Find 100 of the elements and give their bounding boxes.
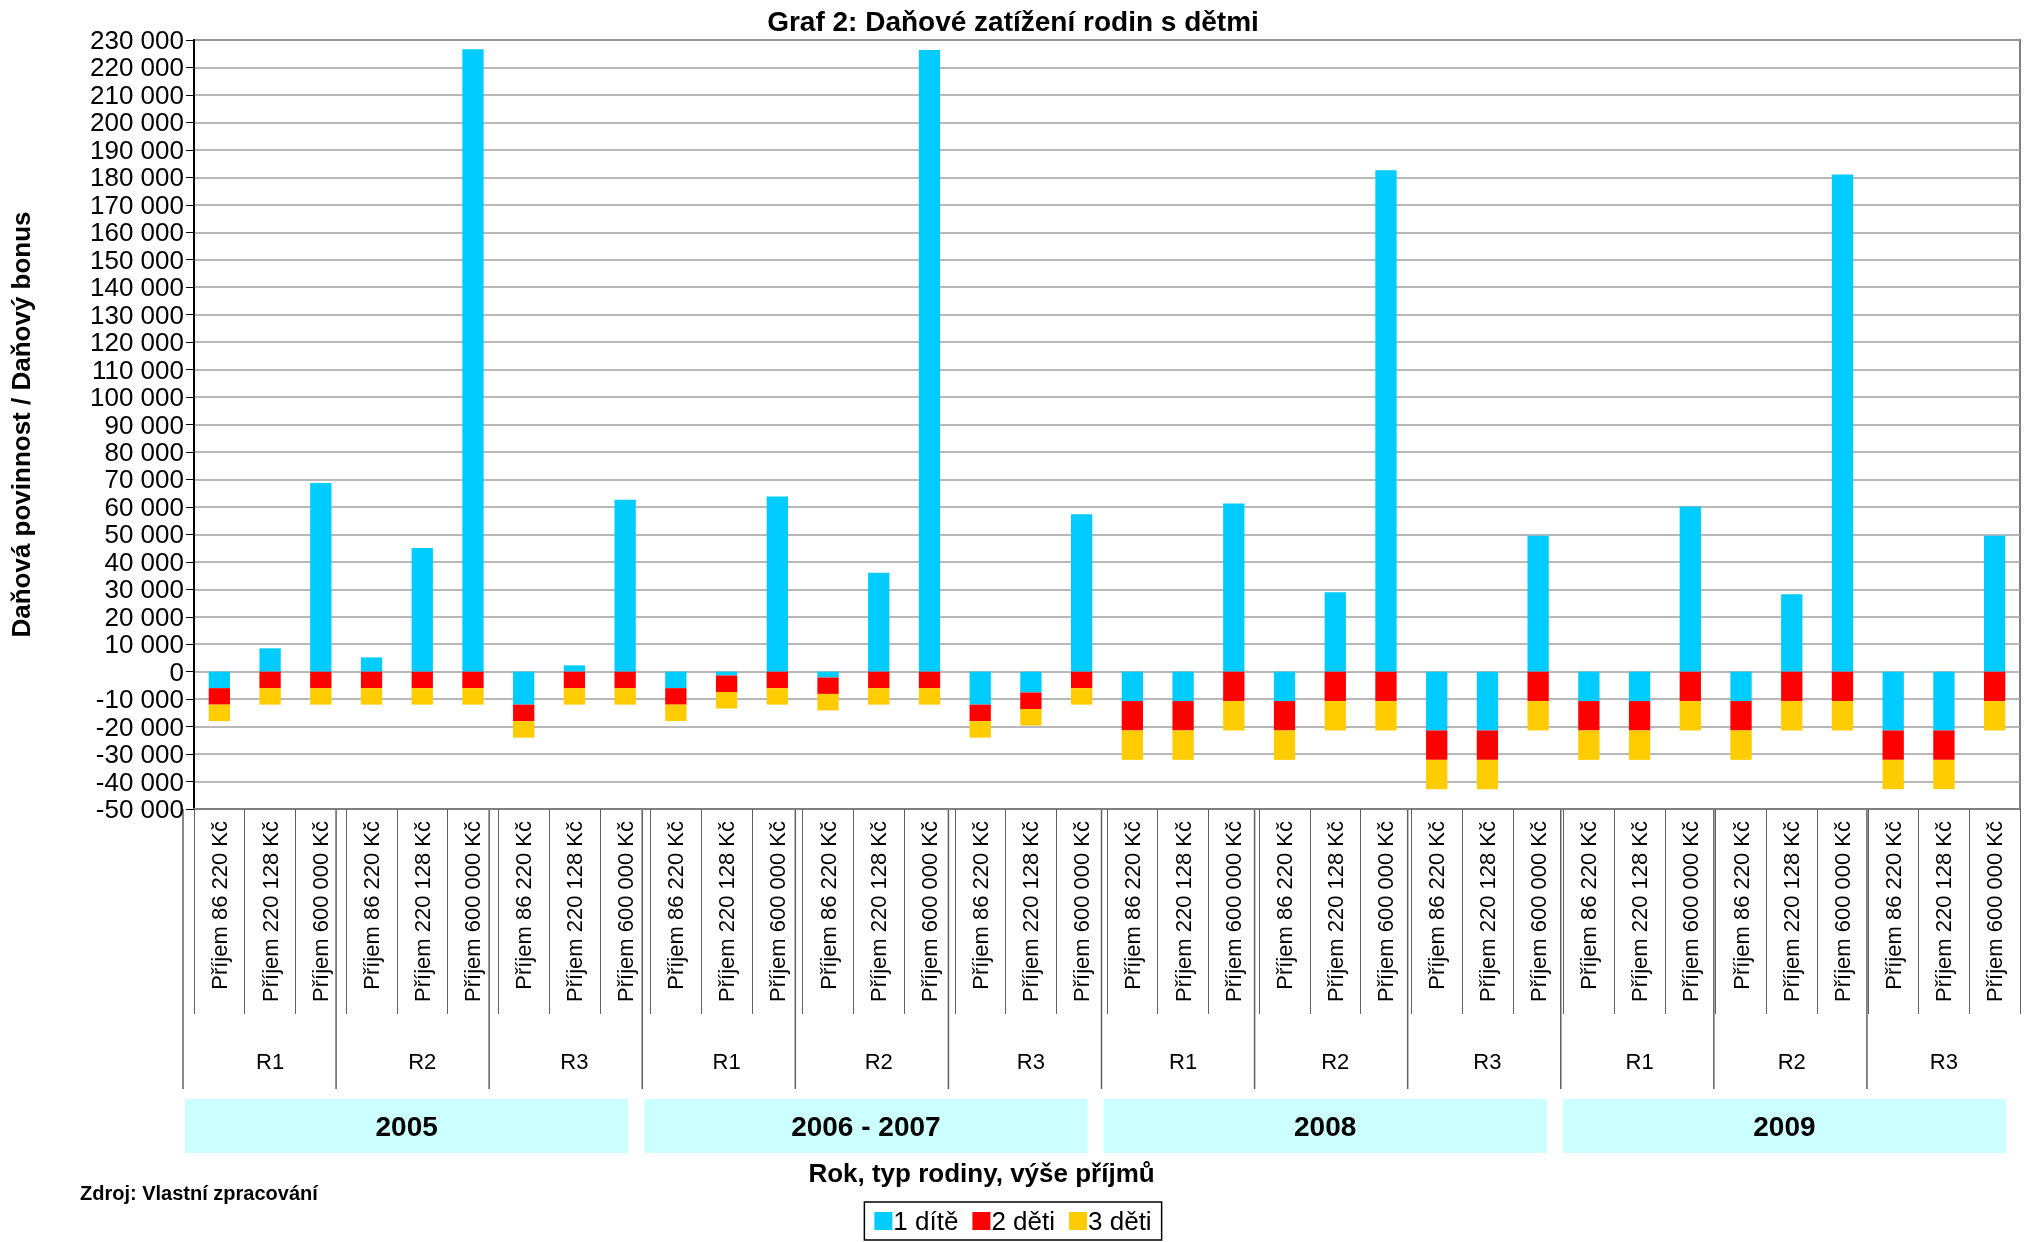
bar xyxy=(868,671,890,689)
x-tick-label: Příjem 220 128 Kč xyxy=(866,821,892,1002)
bar xyxy=(411,688,433,705)
x-tick-label: Příjem 86 220 Kč xyxy=(815,821,841,990)
text: R3 xyxy=(1473,1048,1502,1074)
bar xyxy=(310,483,332,672)
x-tick-label: Příjem 86 220 Kč xyxy=(1272,821,1298,990)
bar xyxy=(665,671,687,689)
x-tick-label: Příjem 86 220 Kč xyxy=(511,821,537,990)
bar xyxy=(766,671,788,689)
bar xyxy=(1983,535,2006,672)
bar xyxy=(1223,503,1245,672)
bar xyxy=(614,671,636,689)
bar xyxy=(1882,730,1904,760)
bar xyxy=(563,688,586,705)
bar xyxy=(1375,701,1397,731)
x-tick-label: Příjem 220 128 Kč xyxy=(1018,821,1044,1002)
bar xyxy=(715,675,738,692)
text: R3 xyxy=(1016,1048,1045,1074)
bar xyxy=(208,688,231,705)
bar xyxy=(1831,174,1854,672)
bar xyxy=(513,671,535,705)
x-tick-label: Příjem 220 128 Kč xyxy=(561,821,587,1002)
text: 2009 xyxy=(1753,1110,1816,1142)
x-tick-label: Příjem 600 000 Kč xyxy=(1069,821,1095,1002)
text: Zdroj: Vlastní zpracování xyxy=(80,1182,320,1204)
bar xyxy=(766,496,788,672)
bar xyxy=(1933,730,1955,760)
bar xyxy=(1476,759,1499,790)
bar xyxy=(259,671,281,689)
x-tick-label: Příjem 86 220 Kč xyxy=(967,821,993,990)
x-tick-label: Příjem 220 128 Kč xyxy=(409,821,435,1002)
bar xyxy=(360,688,383,705)
legend-label: 3 děti xyxy=(1088,1206,1152,1236)
bar xyxy=(1324,592,1346,672)
bar xyxy=(918,671,941,689)
bar xyxy=(411,548,433,672)
x-tick-label: Příjem 220 128 Kč xyxy=(1474,821,1500,1002)
bar xyxy=(1578,730,1600,760)
bar xyxy=(1375,671,1397,702)
bar xyxy=(817,677,839,694)
bar xyxy=(1527,671,1549,702)
x-tick-label: Příjem 86 220 Kč xyxy=(206,821,232,990)
bar xyxy=(614,688,636,705)
bar xyxy=(513,704,535,722)
x-tick-label: Příjem 220 128 Kč xyxy=(1779,821,1805,1002)
bar xyxy=(766,688,788,705)
x-tick-label: Příjem 220 128 Kč xyxy=(1627,821,1653,1002)
text: R1 xyxy=(1169,1048,1198,1074)
bar xyxy=(1121,701,1144,731)
bar xyxy=(563,671,586,689)
bar xyxy=(1933,671,1955,731)
bar xyxy=(665,688,687,705)
bar xyxy=(1324,671,1346,702)
x-tick-label: Příjem 600 000 Kč xyxy=(308,821,334,1002)
bar xyxy=(1628,730,1651,760)
bar xyxy=(868,688,890,705)
bar xyxy=(1578,671,1600,702)
bar xyxy=(1983,671,2006,702)
bar xyxy=(1983,701,2006,731)
bar xyxy=(1628,671,1651,702)
bar xyxy=(969,704,991,722)
bar xyxy=(462,49,484,672)
y-axis-title: Daňová povinnost / Daňový bonus xyxy=(6,211,36,638)
bar xyxy=(1730,671,1752,702)
x-tick-label: Příjem 86 220 Kč xyxy=(359,821,385,990)
legend-label: 1 dítě xyxy=(893,1206,959,1236)
bar xyxy=(208,671,231,689)
text: 2006 - 2007 xyxy=(791,1110,941,1142)
bar xyxy=(1476,671,1499,731)
bar xyxy=(1172,701,1194,731)
bar xyxy=(1020,709,1042,726)
x-tick-label: Příjem 600 000 Kč xyxy=(460,821,486,1002)
text: R3 xyxy=(560,1048,589,1074)
bar xyxy=(1324,701,1346,731)
bar xyxy=(1679,671,1701,702)
bar xyxy=(360,671,383,689)
bar xyxy=(1121,730,1144,760)
text: 2008 xyxy=(1293,1110,1357,1142)
bar xyxy=(1933,759,1955,790)
bar xyxy=(563,665,586,672)
x-tick-label: Příjem 220 128 Kč xyxy=(257,821,283,1002)
bar xyxy=(1273,671,1296,702)
bar xyxy=(1020,692,1042,710)
bar xyxy=(1223,701,1245,731)
bar xyxy=(1070,514,1093,672)
bar xyxy=(462,671,484,689)
text: R3 xyxy=(1929,1048,1958,1074)
bar xyxy=(1172,730,1194,760)
x-tick-label: Příjem 600 000 Kč xyxy=(1221,821,1247,1002)
bar xyxy=(462,688,484,705)
bar xyxy=(1628,701,1651,731)
x-tick-label: Příjem 600 000 Kč xyxy=(764,821,790,1002)
bar xyxy=(1426,730,1448,760)
bar xyxy=(1426,759,1448,790)
text: R2 xyxy=(1321,1048,1350,1074)
y-tick-label: 230 000 xyxy=(90,25,184,55)
text: R1 xyxy=(712,1048,741,1074)
x-tick-label: Příjem 86 220 Kč xyxy=(1576,821,1602,990)
bar xyxy=(1020,671,1042,693)
